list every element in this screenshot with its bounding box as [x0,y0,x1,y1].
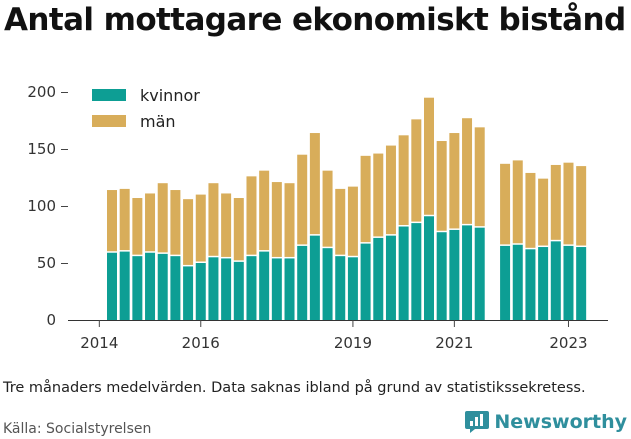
bar-kvinnor [563,245,574,320]
bar-man [170,190,181,255]
bar-man [107,190,117,252]
bar-kvinnor [322,248,333,320]
bar-man [398,135,409,226]
bar-man [259,170,270,251]
bar-kvinnor [474,227,485,320]
x-tick-label: 2019 [334,334,372,352]
bar-kvinnor [107,252,117,320]
chart-title: Antal mottagare ekonomiskt bistånd [4,2,626,38]
bar-man [360,155,371,243]
bar-kvinnor [449,229,460,320]
source-credit: Källa: Socialstyrelsen [3,421,152,437]
bar-man [576,166,587,246]
bar-man [208,183,219,256]
x-tick-label: 2021 [435,334,473,352]
bar-kvinnor [550,241,561,320]
bar-kvinnor [576,247,587,320]
bar-kvinnor [538,247,549,320]
bar-man [474,127,485,227]
bar-kvinnor [132,256,143,320]
bar-man [424,97,434,215]
x-tick-label: 2016 [182,334,220,352]
legend-label-man: män [140,112,176,131]
bar-man [335,188,346,255]
y-tick-label: 50 [37,254,56,272]
bar-kvinnor [411,223,422,320]
bar-kvinnor [284,258,295,320]
x-tick-label: 2014 [80,334,118,352]
bar-kvinnor [462,225,473,320]
legend-swatch-man [92,115,126,127]
legend: kvinnor män [92,86,200,131]
bar-man [550,164,561,240]
bar-man [436,141,447,231]
bar-man [385,145,396,235]
bar-man [563,162,574,245]
legend-label-kvinnor: kvinnor [140,86,200,105]
bar-kvinnor [436,232,447,320]
bar-man [157,183,168,253]
bar-kvinnor [385,235,396,320]
bar-kvinnor [512,244,523,320]
bar-kvinnor [195,263,206,320]
chart-note: Tre månaders medelvärden. Data saknas ib… [3,380,586,396]
bar-man [233,198,244,261]
bar-man [411,119,422,222]
y-tick-label: 0 [46,311,56,329]
bar-kvinnor [208,257,219,320]
bar-man [462,118,473,224]
bar-man [309,133,320,235]
bar-kvinnor [119,251,130,320]
bar-man [449,133,460,229]
newsworthy-logo-icon [465,411,490,433]
bar-man [145,193,156,252]
bar-man [284,183,295,257]
bar-man [538,178,549,246]
bar-man [271,182,282,257]
stacked-bar-chart: 0 50 100 150 200 2014 2016 2019 2021 2023 kvinno… [27,83,608,352]
bar-kvinnor [424,216,434,320]
bar-kvinnor [221,258,232,320]
bar-kvinnor [373,237,384,320]
bar-kvinnor [183,266,194,320]
bar-kvinnor [233,261,244,320]
bar-kvinnor [271,258,282,320]
bar-kvinnor [398,226,409,320]
bars [107,97,587,320]
y-tick-label: 150 [27,140,56,158]
bar-kvinnor [309,235,320,320]
bar-kvinnor [335,256,346,320]
bar-kvinnor [500,245,511,320]
bar-man [373,153,384,237]
brand-name: Newsworthy [494,411,627,433]
bar-kvinnor [360,243,371,320]
bar-man [221,193,232,257]
bar-kvinnor [297,245,308,320]
bar-kvinnor [259,251,270,320]
bar-kvinnor [170,256,181,320]
legend-swatch-kvinnor [92,89,126,101]
bar-man [297,154,308,245]
bar-kvinnor [347,257,358,320]
bar-man [322,170,333,247]
bar-man [512,160,523,244]
bar-man [119,188,130,251]
bar-man [132,198,143,255]
bar-man [246,176,257,255]
bar-kvinnor [145,252,156,320]
y-axis: 0 50 100 150 200 [27,83,68,329]
y-tick-label: 200 [27,83,56,101]
y-tick-label: 100 [27,197,56,215]
bar-man [183,199,194,265]
bar-kvinnor [525,249,536,320]
brand-logo[interactable]: Newsworthy [464,410,627,434]
bar-man [347,186,358,256]
bar-man [195,194,206,262]
bar-man [500,163,511,245]
bar-man [525,172,536,248]
bar-kvinnor [157,253,168,320]
x-axis: 2014 2016 2019 2021 2023 [80,320,588,352]
x-tick-label: 2023 [549,334,587,352]
bar-kvinnor [246,256,257,320]
